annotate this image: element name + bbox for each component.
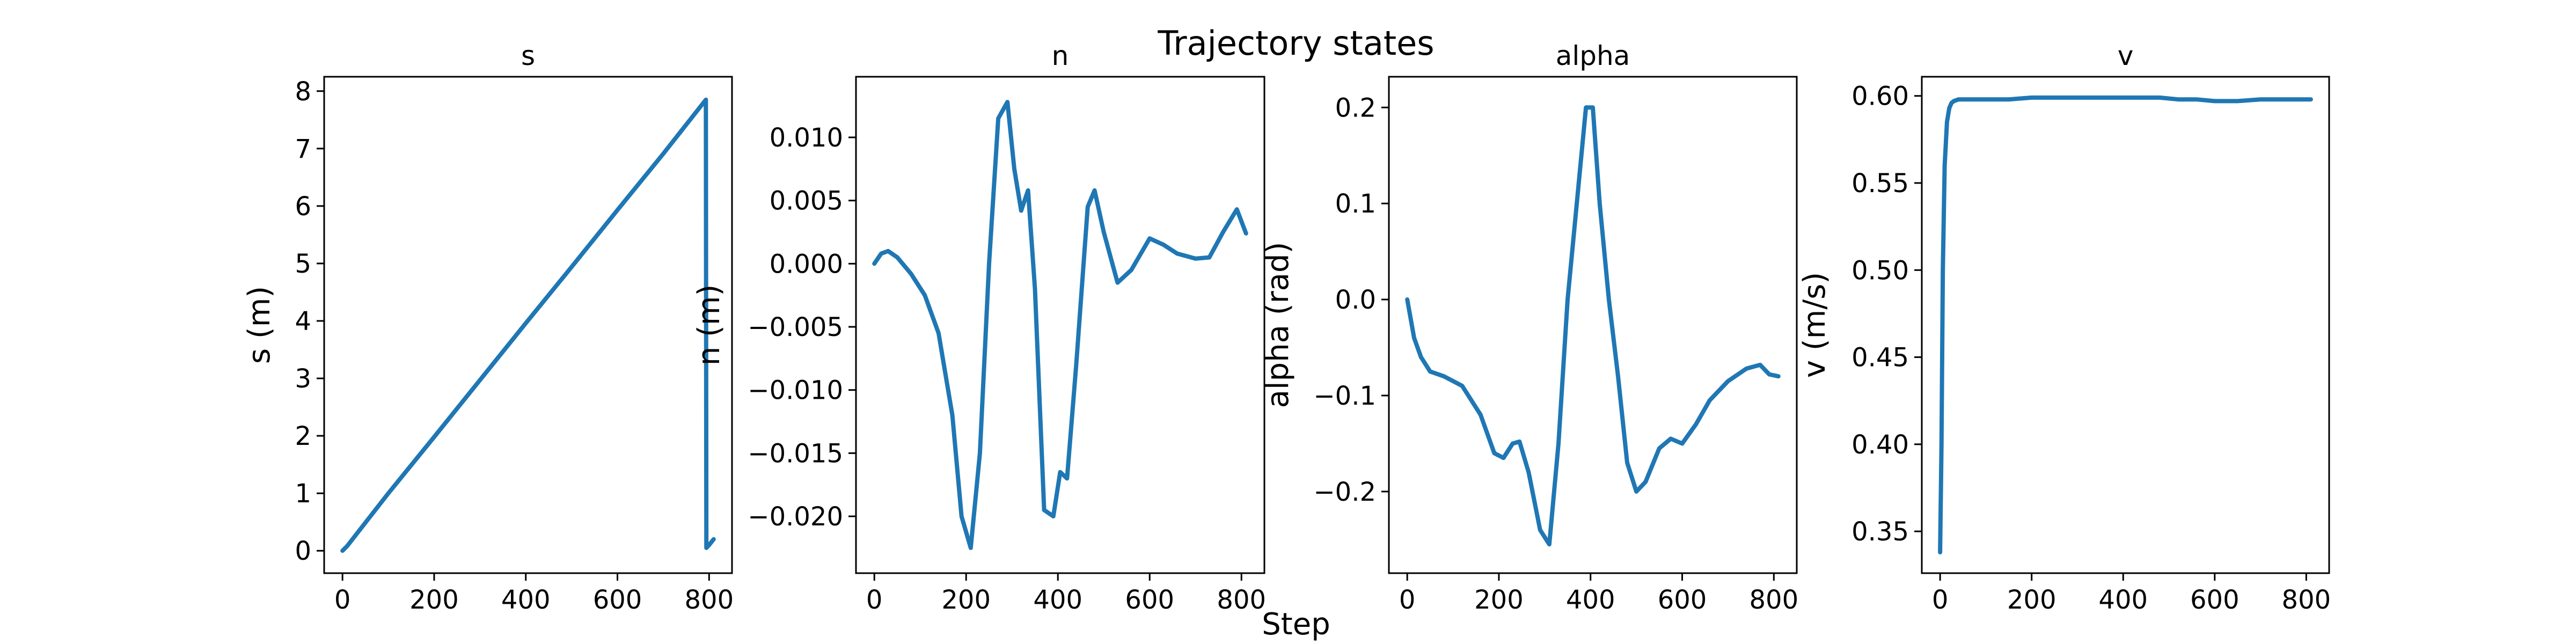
panel-alpha: 0 200 400 600 800 −0.2 −0.1 0.0 0.1 0.2 alpha alpha… [1261, 40, 1798, 615]
y-tick-label-n-0: −0.020 [748, 502, 843, 532]
y-tick-label-n-3: −0.005 [748, 312, 843, 342]
y-tick-label-alpha-4: 0.2 [1335, 93, 1376, 123]
x-tick-label-alpha-0: 0 [1399, 585, 1416, 615]
y-axis-label-n: n (m) [692, 284, 727, 366]
y-tick-label-alpha-2: 0.0 [1335, 285, 1376, 315]
x-tick-label-s-2: 400 [501, 585, 551, 615]
y-axis-label-s: s (m) [242, 286, 277, 364]
x-tick-label-s-0: 0 [334, 585, 351, 615]
panel-n: 0 200 400 600 800 −0.020 −0.015 −0.010 −0.005 0.0… [692, 40, 1266, 615]
y-tick-label-alpha-3: 0.1 [1335, 189, 1376, 219]
y-tick-label-n-4: 0.000 [770, 249, 843, 279]
y-tick-label-s-4: 4 [295, 306, 311, 336]
x-tick-label-n-2: 400 [1033, 585, 1082, 615]
y-tick-label-s-8: 8 [295, 77, 311, 107]
y-tick-label-v-1: 0.40 [1851, 430, 1909, 460]
x-tick-label-v-3: 600 [2190, 585, 2240, 615]
x-tick-label-alpha-2: 400 [1566, 585, 1615, 615]
x-tick-label-n-0: 0 [866, 585, 883, 615]
series-line-s-0 [340, 97, 716, 553]
figure-title: Trajectory states [1157, 24, 1434, 63]
x-tick-label-v-0: 0 [1932, 585, 1949, 615]
y-tick-label-n-5: 0.005 [770, 186, 843, 216]
y-tick-label-s-3: 3 [295, 364, 311, 394]
y-tick-label-n-1: −0.015 [748, 438, 843, 469]
y-tick-label-v-5: 0.60 [1851, 82, 1909, 112]
x-tick-label-s-3: 600 [593, 585, 642, 615]
y-tick-label-s-7: 7 [295, 134, 311, 164]
y-tick-label-s-1: 1 [295, 479, 311, 509]
series-line-v-0 [1938, 95, 2313, 555]
panel-title-s: s [521, 40, 535, 71]
axes-frame-s [323, 76, 733, 574]
y-tick-label-v-0: 0.35 [1851, 517, 1909, 547]
y-tick-label-n-6: 0.010 [770, 123, 843, 153]
x-tick-label-s-4: 800 [684, 585, 734, 615]
panels: 0 200 400 600 800 0 1 2 3 4 5 6 7 8 s s (m) 0 200 400 600 80… [242, 40, 2331, 615]
y-axis-label-alpha: alpha (rad) [1261, 242, 1296, 408]
x-tick-label-alpha-1: 200 [1474, 585, 1524, 615]
axes-frame-alpha [1388, 76, 1798, 574]
y-tick-label-s-0: 0 [295, 536, 311, 566]
figure-x-label: Step [1262, 607, 1330, 642]
x-tick-label-n-3: 600 [1125, 585, 1174, 615]
y-tick-label-alpha-0: −0.2 [1313, 477, 1376, 507]
y-tick-label-s-2: 2 [295, 421, 311, 451]
y-tick-label-s-5: 5 [295, 249, 311, 279]
panel-title-n: n [1052, 40, 1069, 71]
y-tick-label-alpha-1: −0.1 [1313, 381, 1376, 411]
panel-title-alpha: alpha [1556, 40, 1630, 71]
x-tick-label-n-1: 200 [941, 585, 991, 615]
series-line-n-0 [872, 100, 1248, 550]
y-tick-label-v-2: 0.45 [1851, 343, 1909, 373]
x-tick-label-v-4: 800 [2282, 585, 2331, 615]
axes-frame-v [1921, 76, 2330, 574]
axes-frame-n [855, 76, 1265, 574]
y-tick-label-v-4: 0.55 [1851, 169, 1909, 199]
x-tick-label-s-1: 200 [409, 585, 459, 615]
x-tick-label-v-1: 200 [2007, 585, 2057, 615]
series-line-alpha-0 [1405, 105, 1781, 547]
x-tick-label-alpha-4: 800 [1749, 585, 1798, 615]
y-tick-label-s-6: 6 [295, 192, 311, 222]
panel-title-v: v [2118, 40, 2134, 71]
y-tick-label-v-3: 0.50 [1851, 255, 1909, 286]
y-tick-label-n-2: −0.010 [748, 376, 843, 406]
panel-s: 0 200 400 600 800 0 1 2 3 4 5 6 7 8 s s (m) [242, 40, 734, 615]
x-tick-label-v-2: 400 [2098, 585, 2148, 615]
panel-v: 0 200 400 600 800 0.35 0.40 0.45 0.50 0.55 0.60 v v … [1797, 40, 2331, 615]
x-tick-label-alpha-3: 600 [1658, 585, 1707, 615]
x-tick-label-n-4: 800 [1217, 585, 1266, 615]
y-axis-label-v: v (m/s) [1797, 272, 1832, 378]
